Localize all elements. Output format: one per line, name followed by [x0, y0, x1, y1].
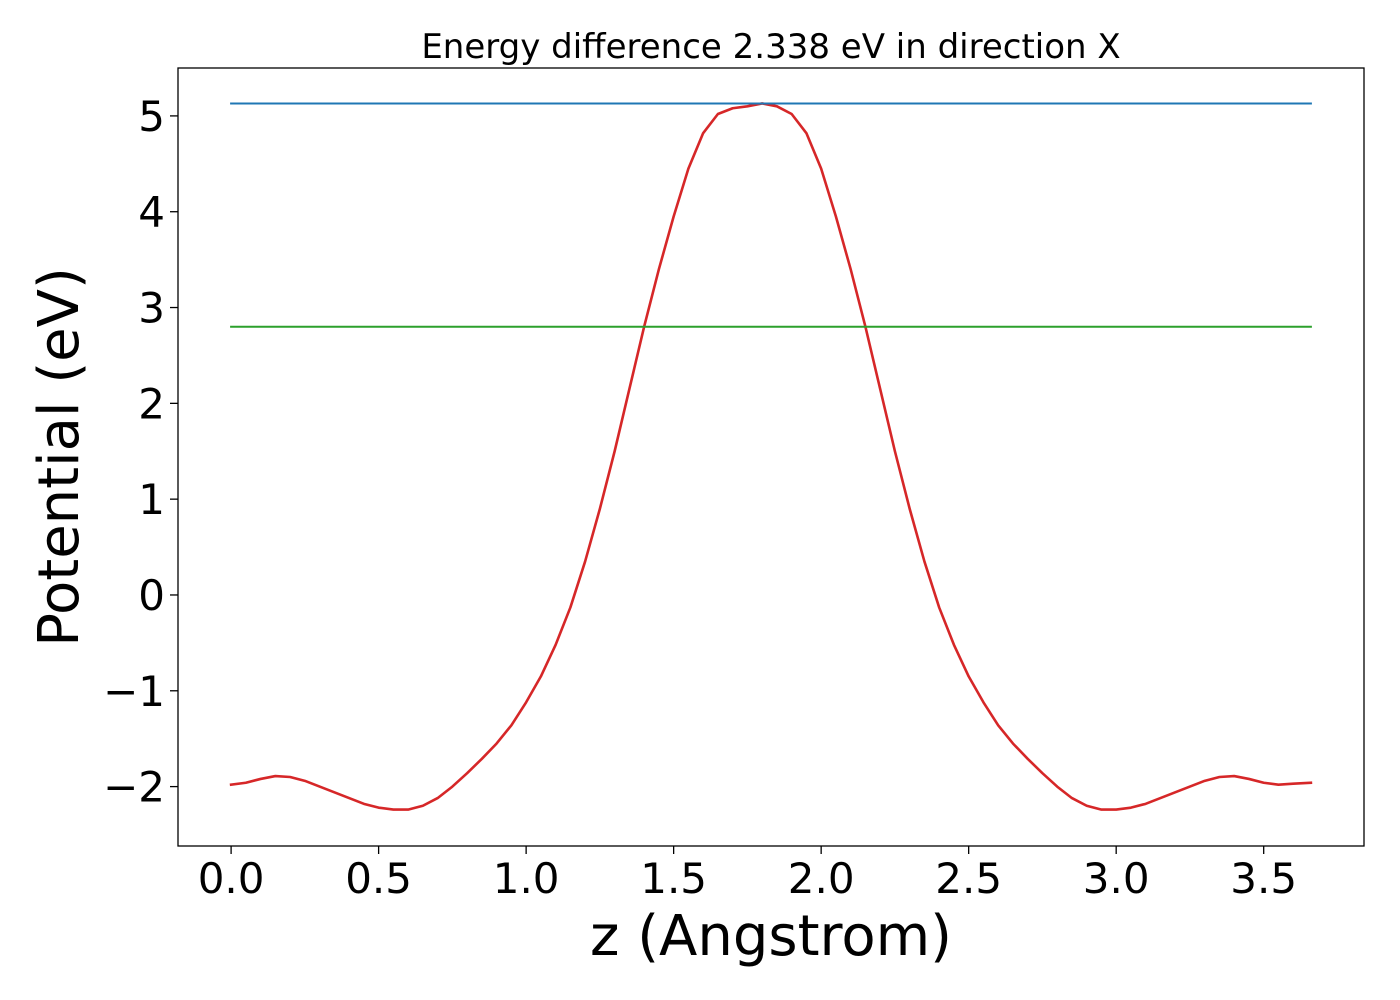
x-tick-label: 2.0	[788, 854, 855, 903]
y-axis-label: Potential (eV)	[27, 267, 92, 647]
x-tick-label: 0.5	[345, 854, 412, 903]
y-tick-label: −1	[103, 667, 165, 716]
potential-curve-line	[229, 102, 1313, 811]
x-tick-label: 2.5	[935, 854, 1002, 903]
y-tick-label: 2	[138, 379, 165, 428]
x-axis-label: z (Angstrom)	[590, 904, 952, 969]
x-axis: 0.0 0.5 1.0 1.5 2.0 2.5 3.0 3.5	[198, 846, 1297, 903]
series-layer	[229, 102, 1313, 811]
x-tick-label: 3.5	[1230, 854, 1297, 903]
plot-frame	[177, 67, 1365, 847]
x-tick-label: 0.0	[198, 854, 265, 903]
y-tick-label: 3	[138, 284, 165, 333]
y-tick-label: 1	[138, 475, 165, 524]
y-tick-label: −2	[103, 763, 165, 812]
y-tick-label: 0	[138, 571, 165, 620]
y-tick-label: 4	[138, 188, 165, 237]
x-tick-label: 1.5	[640, 854, 707, 903]
x-tick-label: 3.0	[1083, 854, 1150, 903]
chart-title: Energy difference 2.338 eV in direction …	[421, 27, 1120, 67]
y-axis: −2 −1 0 1 2 3 4 5	[103, 92, 178, 812]
x-tick-label: 1.0	[493, 854, 560, 903]
y-tick-label: 5	[138, 92, 165, 141]
